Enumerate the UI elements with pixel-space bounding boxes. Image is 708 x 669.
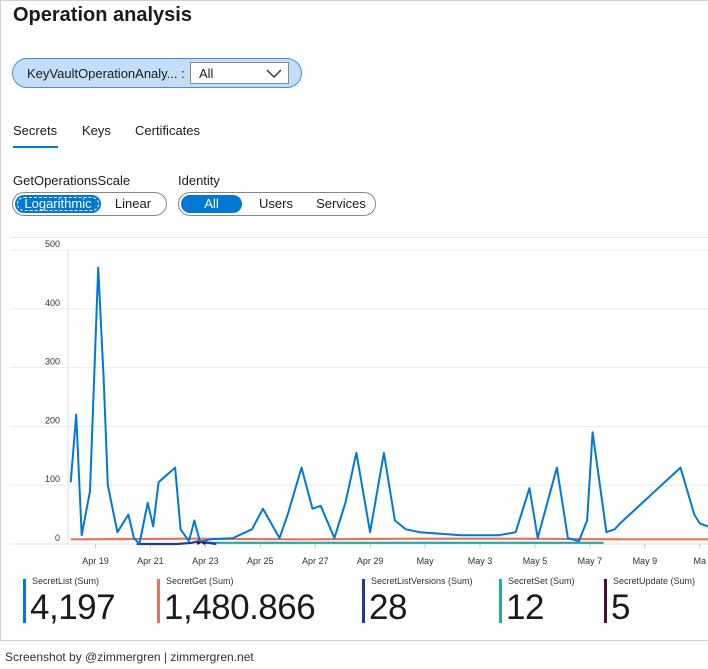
x-tick-label: Apr 25 [247,556,274,566]
x-tick-label: Ma [694,556,707,566]
series-line-secretget-sum [70,537,708,541]
parameter-dropdown[interactable]: All [190,62,289,84]
window-top-border [0,0,708,5]
parameter-pill[interactable]: KeyVaultOperationAnaly... : All [12,58,302,88]
tile-label: SecretUpdate (Sum) [613,576,696,586]
tile-color-bar [499,579,502,623]
x-tick-label: May 7 [578,556,603,566]
y-tick-label: 100 [45,474,60,484]
screenshot-credit: Screenshot by @zimmergren | zimmergren.n… [5,650,254,664]
identity-option-services[interactable]: Services [316,196,366,211]
x-tick-label: Apr 27 [302,556,329,566]
x-tick-label: Apr 19 [82,556,109,566]
y-tick-label: 200 [45,415,60,425]
parameter-label: KeyVaultOperationAnaly... : [27,66,185,81]
x-tick-label: May 9 [633,556,658,566]
x-tick-label: Apr 29 [357,556,384,566]
window-left-border [0,0,1,640]
tile-color-bar [23,579,26,623]
chart-top-divider [10,237,708,238]
tile-label: SecretListVersions (Sum) [371,576,473,586]
tile-label: SecretGet (Sum) [166,576,234,586]
y-tick-label: 500 [45,239,60,249]
tile-value: 4,197 [30,588,116,627]
series-line-secretlistversions-sum [136,540,217,546]
scale-toggle[interactable]: Logarithmic Linear [12,192,167,216]
tile-color-bar [604,579,607,623]
tile-label: SecretList (Sum) [32,576,100,586]
x-tick-label: Apr 23 [192,556,219,566]
parameter-dropdown-value: All [199,66,214,81]
x-tick-label: May 3 [468,556,493,566]
y-tick-label: 0 [55,533,60,543]
page-title: Operation analysis [13,4,192,26]
identity-toggle[interactable]: All Users Services [178,192,376,216]
x-tick-label: May [417,556,435,566]
scale-label: GetOperationsScale [13,173,131,188]
tile-value: 12 [506,588,544,627]
line-chart: 0 100 200 300 400 500 Apr 19 Apr 21 Apr 23 Apr 25… [10,239,708,566]
identity-label: Identity [178,173,220,188]
tab-keys[interactable]: Keys [82,123,111,138]
selected-tab-indicator [13,146,58,148]
y-tick-label: 300 [45,357,60,367]
identity-option-users[interactable]: Users [259,196,293,211]
footer-divider [0,640,708,641]
scale-option-logarithmic[interactable]: Logarithmic [15,195,101,213]
tile-value: 28 [369,588,407,627]
y-tick-label: 400 [45,298,60,308]
tile-color-bar [362,579,365,623]
tile-color-bar [157,579,160,623]
tab-secrets[interactable]: Secrets [13,123,58,138]
tile-value: 5 [611,588,630,627]
series-line-secretlist-sum [69,266,708,545]
chevron-down-icon [266,69,282,78]
identity-option-all[interactable]: All [181,195,242,213]
tab-certificates[interactable]: Certificates [135,123,201,138]
x-tick-label: Apr 21 [137,556,164,566]
x-tick-label: May 5 [523,556,548,566]
tile-label: SecretSet (Sum) [508,576,575,586]
scale-option-linear[interactable]: Linear [114,196,152,211]
tile-value: 1,480.866 [164,588,316,627]
